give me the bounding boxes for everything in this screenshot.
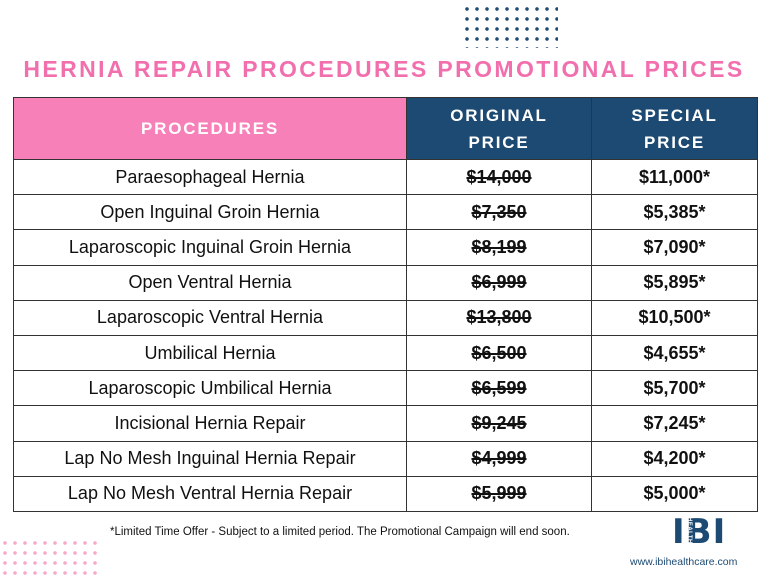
special-price-cell: $4,200* (591, 440, 758, 477)
ibi-logo: IBI (672, 512, 727, 552)
procedure-cell: Incisional Hernia Repair (13, 405, 407, 442)
header-procedures: PROCEDURES (13, 97, 407, 160)
price-table: PROCEDURES ORIGINAL PRICE SPECIAL PRICE … (13, 97, 758, 512)
procedure-cell: Lap No Mesh Inguinal Hernia Repair (13, 440, 407, 477)
header-special-line2: PRICE (644, 132, 705, 152)
header-original-line1: ORIGINAL (450, 105, 548, 125)
procedure-cell: Laparoscopic Umbilical Hernia (13, 370, 407, 407)
website-url: www.ibihealthcare.com (630, 556, 738, 568)
procedure-cell: Open Inguinal Groin Hernia (13, 194, 407, 231)
original-price-cell: $8,199 (406, 229, 592, 266)
original-price-cell: $6,500 (406, 334, 592, 372)
header-original-price: ORIGINAL PRICE (406, 97, 592, 160)
original-price-cell: $7,350 (406, 194, 592, 231)
table-row: Paraesophageal Hernia $14,000 $11,000* (13, 158, 758, 196)
table-row: Open Ventral Hernia $6,999 $5,895* (13, 264, 758, 301)
table-row: Incisional Hernia Repair $9,245 $7,245* (13, 405, 758, 442)
procedure-cell: Open Ventral Hernia (13, 264, 407, 301)
original-price-cell: $9,245 (406, 405, 592, 442)
special-price-cell: $4,655* (591, 334, 758, 372)
decorative-dots-top (462, 4, 558, 48)
original-price-cell: $6,599 (406, 370, 592, 407)
table-row: Laparoscopic Inguinal Groin Hernia $8,19… (13, 229, 758, 266)
header-special-line1: SPECIAL (631, 105, 718, 125)
procedure-cell: Lap No Mesh Ventral Hernia Repair (13, 475, 407, 512)
special-price-cell: $7,090* (591, 229, 758, 266)
special-price-cell: $10,500* (591, 299, 758, 336)
original-price-cell: $14,000 (406, 158, 592, 196)
special-price-cell: $5,895* (591, 264, 758, 301)
table-row: Lap No Mesh Ventral Hernia Repair $5,999… (13, 475, 758, 512)
procedure-cell: Laparoscopic Ventral Hernia (13, 299, 407, 336)
table-row: Lap No Mesh Inguinal Hernia Repair $4,99… (13, 440, 758, 477)
original-price-cell: $6,999 (406, 264, 592, 301)
table-row: Open Inguinal Groin Hernia $7,350 $5,385… (13, 194, 758, 231)
page-title: HERNIA REPAIR PROCEDURES PROMOTIONAL PRI… (23, 56, 745, 82)
special-price-cell: $5,000* (591, 475, 758, 512)
table-row: Laparoscopic Umbilical Hernia $6,599 $5,… (13, 370, 758, 407)
special-price-cell: $5,385* (591, 194, 758, 231)
header-original-line2: PRICE (468, 132, 530, 152)
table-row: Laparoscopic Ventral Hernia $13,800 $10,… (13, 299, 758, 336)
procedure-cell: Umbilical Hernia (13, 334, 407, 372)
original-price-cell: $5,999 (406, 475, 592, 512)
original-price-cell: $4,999 (406, 440, 592, 477)
header-procedures-label: PROCEDURES (141, 119, 279, 138)
table-row: Umbilical Hernia $6,500 $4,655* (13, 334, 758, 372)
special-price-cell: $11,000* (591, 158, 758, 196)
table-header-row: PROCEDURES ORIGINAL PRICE SPECIAL PRICE (13, 97, 758, 160)
decorative-dots-bottom (0, 538, 98, 576)
procedure-cell: Paraesophageal Hernia (13, 158, 407, 196)
special-price-cell: $7,245* (591, 405, 758, 442)
header-special-price: SPECIAL PRICE (591, 97, 758, 160)
special-price-cell: $5,700* (591, 370, 758, 407)
logo-subtext: HEALTHCARE (686, 517, 692, 563)
procedure-cell: Laparoscopic Inguinal Groin Hernia (13, 229, 407, 266)
footnote: *Limited Time Offer - Subject to a limit… (110, 526, 570, 538)
original-price-cell: $13,800 (406, 299, 592, 336)
